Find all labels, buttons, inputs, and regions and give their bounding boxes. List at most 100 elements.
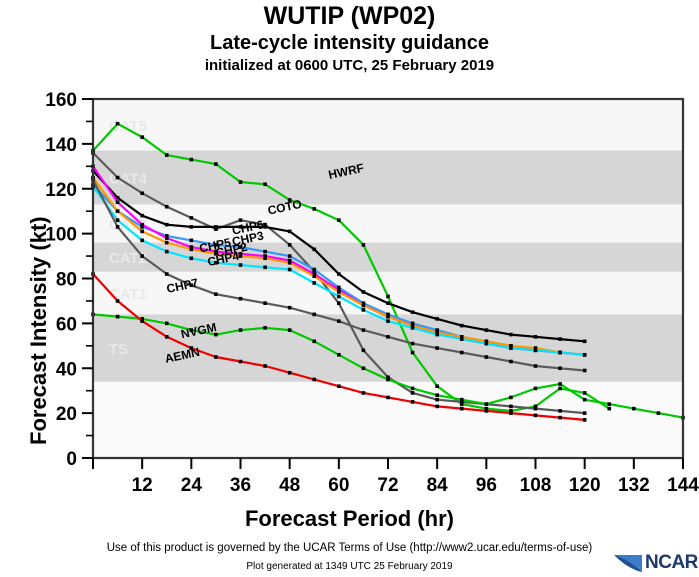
series-marker <box>140 225 144 229</box>
series-marker <box>214 243 218 247</box>
series-marker <box>410 310 415 314</box>
series-marker <box>533 364 538 368</box>
series-marker <box>287 328 292 332</box>
series-marker <box>484 328 489 332</box>
series-label-chp3: CHP3 <box>231 228 266 248</box>
series-marker <box>509 404 513 409</box>
series-marker <box>533 386 538 391</box>
series-marker <box>435 330 439 335</box>
series-marker <box>386 335 390 339</box>
series-marker <box>115 200 120 205</box>
series-marker <box>115 299 120 303</box>
series-marker <box>459 397 464 402</box>
series-marker <box>337 290 341 294</box>
series-marker <box>558 366 562 371</box>
terms-of-use-text: Use of this product is governed by the U… <box>106 542 593 554</box>
series-marker <box>509 346 513 350</box>
series-marker <box>337 294 341 299</box>
series-marker <box>386 375 390 380</box>
series-label-chp5: CHP5 <box>198 235 233 255</box>
series-label-chp6: CHP6 <box>231 217 266 237</box>
series-marker <box>214 225 218 229</box>
x-tick-label: 48 <box>279 475 300 496</box>
x-tick-label: 132 <box>618 475 650 496</box>
series-marker <box>435 328 439 332</box>
series-marker <box>386 314 390 319</box>
series-marker <box>533 348 538 353</box>
series-marker <box>435 332 439 337</box>
series-marker <box>164 249 169 254</box>
series-marker <box>263 256 267 261</box>
series-marker <box>435 317 439 321</box>
series-marker <box>410 400 415 404</box>
series-marker <box>312 339 317 344</box>
y-axis: 0 20 40 60 80 100 120 140 160 <box>45 90 93 470</box>
initialization-time: initialized at 0600 UTC, 25 February 201… <box>204 57 495 74</box>
series-marker <box>287 243 292 247</box>
x-axis-title: Forecast Period (hr) <box>244 506 455 531</box>
series-marker <box>386 377 390 382</box>
series-marker <box>189 216 194 220</box>
series-marker <box>361 366 366 371</box>
series-marker <box>164 335 169 339</box>
series-marker <box>263 182 267 187</box>
series-marker <box>287 258 292 263</box>
x-tick-label: 60 <box>328 475 349 496</box>
series-marker <box>140 254 144 258</box>
series-marker <box>459 337 464 341</box>
series-marker <box>263 364 267 368</box>
series-marker <box>484 341 489 346</box>
series-marker <box>164 272 169 276</box>
series-marker <box>312 377 317 382</box>
series-marker <box>410 391 415 395</box>
x-tick-label: 120 <box>569 475 601 496</box>
series-marker <box>361 348 366 353</box>
series-marker <box>287 260 292 265</box>
series-marker <box>533 335 538 339</box>
series-marker <box>140 191 144 196</box>
category-band-cat1 <box>93 271 683 315</box>
series-marker <box>410 326 415 330</box>
series-marker <box>238 225 243 229</box>
series-marker <box>263 326 267 330</box>
series-marker <box>189 256 194 261</box>
series-marker <box>484 339 489 344</box>
series-marker <box>533 406 538 411</box>
series-marker <box>607 406 612 411</box>
series-marker <box>312 274 317 279</box>
y-tick-label: 0 <box>66 449 77 470</box>
series-marker <box>263 254 267 258</box>
series-chp2 <box>91 175 587 357</box>
series-marker <box>361 243 366 247</box>
series-marker <box>459 350 464 355</box>
series-marker <box>386 294 390 299</box>
series-marker <box>238 254 243 258</box>
series-marker <box>337 285 341 290</box>
series-marker <box>361 290 366 294</box>
series-marker <box>287 198 292 202</box>
x-tick-label: 108 <box>520 475 552 496</box>
series-marker <box>337 287 341 292</box>
x-tick-label: 36 <box>230 475 251 496</box>
series-marker <box>238 245 243 249</box>
series-marker <box>484 406 489 411</box>
series-marker <box>164 204 169 209</box>
series-marker <box>484 409 489 413</box>
chart-canvas: CAT5CAT4CAT3CAT2CAT1TSHWRFCOTOCHP6CHP3CH… <box>45 90 699 496</box>
series-marker <box>509 359 513 364</box>
series-marker <box>533 404 538 409</box>
y-tick-label: 80 <box>56 270 77 291</box>
y-tick-label: 120 <box>45 180 77 201</box>
series-marker <box>263 301 267 305</box>
series-marker <box>312 207 317 211</box>
series-label-chp7: CHP7 <box>165 276 200 296</box>
series-marker <box>509 344 513 348</box>
series-marker <box>189 157 194 162</box>
series-marker <box>386 395 390 400</box>
series-marker <box>140 238 144 243</box>
series-marker <box>582 411 587 415</box>
series-marker <box>509 395 513 400</box>
series-marker <box>312 281 317 285</box>
series-marker <box>386 301 390 305</box>
